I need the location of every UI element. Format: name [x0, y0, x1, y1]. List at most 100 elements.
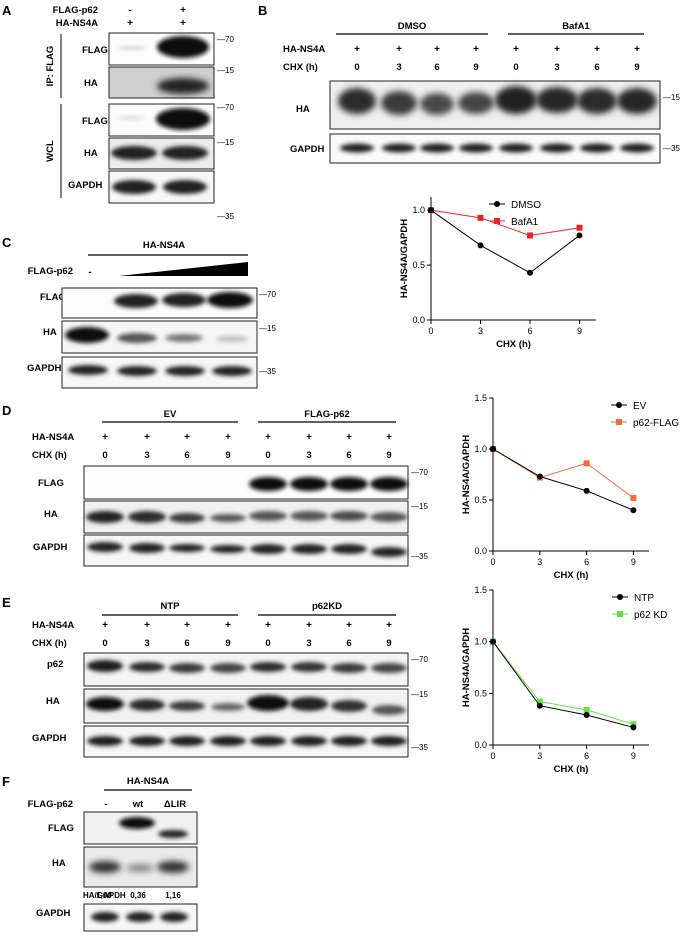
panel-d: D EV FLAG-p62 HA-NS4A CHX (h) +0+3+6+9+0…: [2, 393, 679, 581]
mw-marker: —35: [411, 552, 428, 561]
group-label-ip-flag: IP: FLAG: [45, 46, 56, 87]
mw-marker: —15: [217, 66, 234, 75]
band: [216, 336, 248, 342]
band: [291, 662, 327, 672]
lane-plus-b-5: +: [513, 44, 519, 55]
band: [212, 366, 252, 376]
band: [87, 660, 123, 672]
band: [580, 144, 614, 153]
band: [371, 736, 407, 746]
band: [577, 88, 617, 114]
series-line-p62-kd: [493, 642, 633, 725]
y-axis-label: HA-NS4A/GAPDH: [399, 219, 410, 298]
band: [330, 511, 368, 521]
mw-marker: —35: [259, 367, 276, 376]
lane-plus-d-3: +: [184, 432, 190, 443]
blot-label-c-gapdh: GAPDH: [27, 363, 61, 374]
mw-marker: —35: [411, 743, 428, 752]
lane-plus-e-7: +: [346, 620, 352, 631]
lane-chx-b-4: 9: [473, 62, 478, 73]
band: [117, 366, 157, 376]
blot-label-d-ha: HA: [44, 509, 58, 520]
y-tick-label: 1.5: [474, 393, 487, 403]
lane-chx-e-6: 3: [306, 638, 311, 649]
blot-label-a-flag-ip: FLAG: [82, 45, 108, 56]
lane-chx-b-7: 6: [594, 62, 599, 73]
lane-plus-b-1: +: [354, 44, 360, 55]
blot-label-a-ha-wcl: HA: [84, 148, 98, 159]
y-tick-label: 0.5: [474, 688, 487, 698]
band: [420, 93, 454, 115]
band: [162, 146, 208, 160]
blot-label-a-ha-ip: HA: [84, 78, 98, 89]
y-tick-label: 0.5: [474, 495, 487, 505]
band: [370, 512, 408, 522]
blot-label-e-p62: p62: [47, 659, 63, 670]
lane-chx-d-2: 3: [144, 450, 149, 461]
band: [459, 144, 493, 153]
x-tick-label: 3: [537, 557, 542, 567]
x-tick-label: 3: [537, 751, 542, 761]
band: [210, 514, 246, 522]
band: [169, 663, 205, 673]
band: [290, 511, 328, 521]
lane-plus-d-7: +: [346, 432, 352, 443]
data-point: [478, 215, 484, 221]
header-ha-ns4a: HA-NS4A: [127, 776, 169, 787]
band: [250, 662, 286, 672]
band: [65, 327, 109, 343]
band: [129, 736, 165, 746]
band: [495, 86, 537, 114]
blot-label-a-gapdh: GAPDH: [68, 180, 102, 191]
data-point: [577, 232, 583, 238]
y-tick-label: 1.0: [474, 444, 487, 454]
blot-label-b-gapdh: GAPDH: [290, 144, 324, 155]
row-label-flag-p62: FLAG-p62: [28, 266, 73, 277]
x-tick-label: 9: [631, 751, 636, 761]
row-label-flag-p62: FLAG-p62: [53, 5, 98, 16]
lane-plus-d-5: +: [265, 432, 271, 443]
lane-chx-b-8: 9: [634, 62, 639, 73]
band: [91, 912, 119, 922]
band: [371, 547, 407, 557]
x-tick-label: 0: [428, 326, 433, 336]
band: [165, 334, 203, 342]
band: [210, 545, 246, 553]
row-label-chx: CHX (h): [283, 62, 318, 73]
panel-e: E NTP p62KD HA-NS4A CHX (h) +0+3+6+9+0+3…: [2, 585, 667, 775]
lane-plus-d-4: +: [225, 432, 231, 443]
mw-marker: —15: [217, 138, 234, 147]
header-ha-ns4a: HA-NS4A: [143, 240, 185, 251]
lane-plus-e-1: +: [102, 620, 108, 631]
legend-label: p62-FLAG: [633, 418, 679, 429]
legend-marker: [617, 611, 623, 617]
series-line-bafa1: [431, 210, 580, 235]
y-tick-label: 0.0: [412, 315, 425, 325]
band: [86, 511, 124, 523]
lane-chx-b-6: 3: [554, 62, 559, 73]
lane-chx-d-5: 0: [265, 450, 270, 461]
lane-plus-e-2: +: [144, 620, 150, 631]
x-tick-label: 0: [490, 557, 495, 567]
lane-labels-b: +0+3+6+9+0+3+6+9: [354, 44, 640, 73]
sign-a-r2-l1: +: [127, 18, 133, 29]
x-tick-label: 6: [527, 326, 532, 336]
panel-letter-e: E: [2, 595, 11, 610]
band: [129, 699, 165, 711]
mw-marker: —35: [663, 144, 680, 153]
legend-marker: [616, 419, 622, 425]
band: [210, 663, 246, 673]
legend-label: p62 KD: [634, 610, 667, 621]
band: [207, 292, 253, 308]
ratio-lane-1: 1,00: [96, 891, 112, 900]
band: [330, 477, 368, 491]
band: [169, 701, 205, 711]
lane-label-f-1: -: [104, 799, 107, 810]
panel-a: A FLAG-p62 HA-NS4A - + + + IP: FLAG WCL …: [2, 3, 234, 221]
group-label-wcl: WCL: [45, 140, 56, 162]
lane-chx-d-6: 3: [306, 450, 311, 461]
lane-plus-e-6: +: [306, 620, 312, 631]
lane-chx-e-1: 0: [102, 638, 107, 649]
band: [87, 542, 123, 552]
